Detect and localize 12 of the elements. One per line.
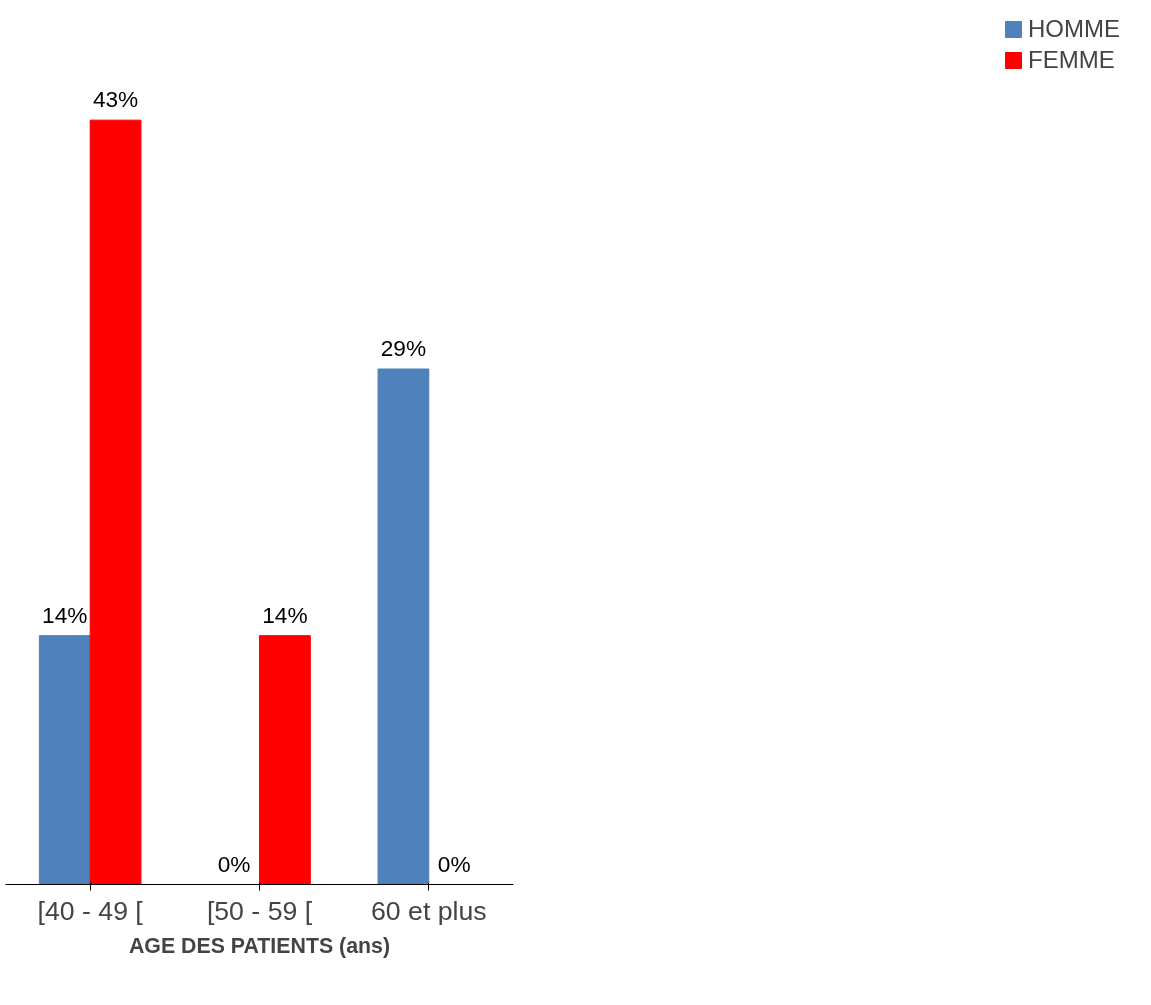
x-axis-title: AGE DES PATIENTS (ans) bbox=[128, 933, 391, 958]
x-tick-label: 60 et plus bbox=[371, 895, 487, 926]
data-label: 0% bbox=[437, 850, 471, 877]
x-tick-label: [50 - 59 [ bbox=[206, 895, 313, 926]
data-label: 0% bbox=[217, 850, 251, 877]
legend-label: HOMME bbox=[1028, 15, 1120, 43]
x-tick-label: [40 - 49 [ bbox=[37, 895, 144, 926]
data-label: 14% bbox=[42, 601, 88, 628]
legend-label: FEMME bbox=[1028, 46, 1115, 74]
data-label: 29% bbox=[380, 335, 427, 362]
data-label: 14% bbox=[262, 601, 308, 628]
data-label: 43% bbox=[92, 86, 139, 113]
